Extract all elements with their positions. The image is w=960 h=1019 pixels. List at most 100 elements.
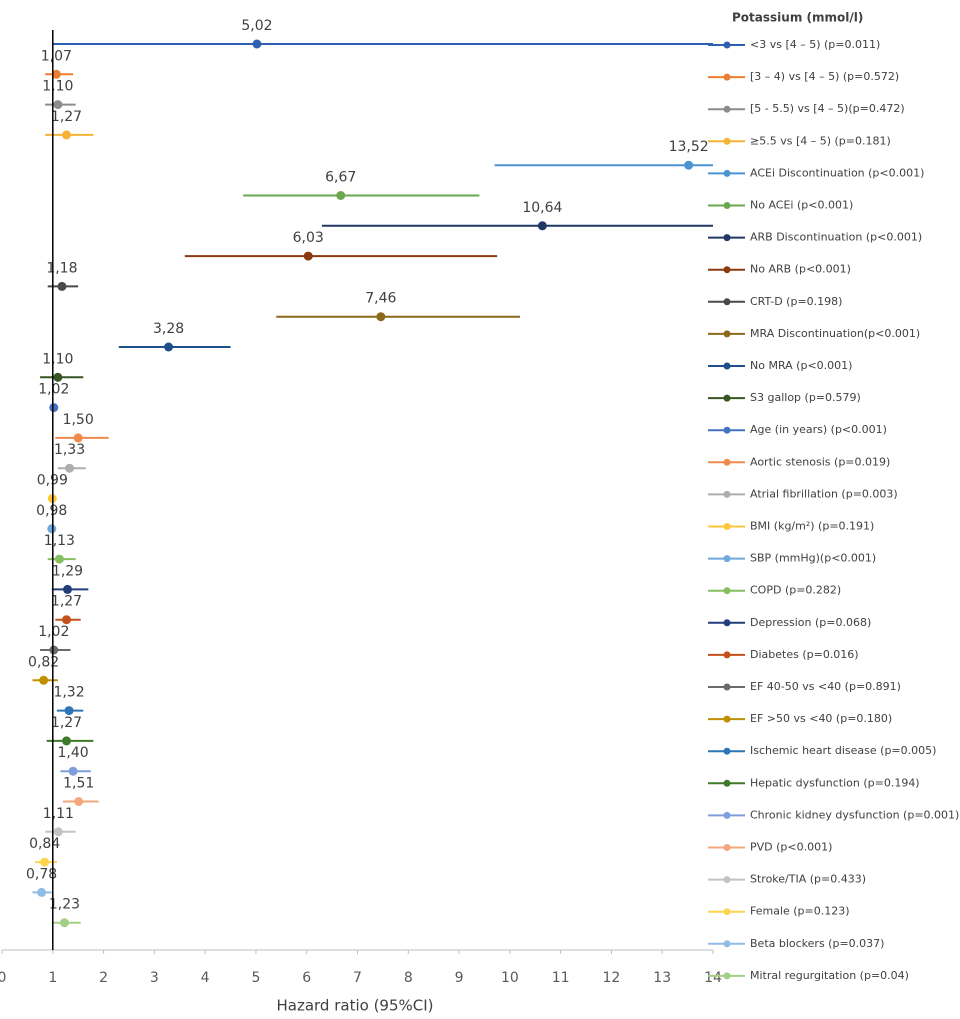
hr-point — [54, 554, 64, 564]
legend-marker — [723, 362, 731, 370]
legend-marker — [723, 426, 731, 434]
hr-point — [57, 281, 67, 291]
legend-marker — [723, 137, 731, 145]
legend-label: Beta blockers (p=0.037) — [750, 937, 884, 950]
legend-label: No ARB (p<0.001) — [750, 263, 851, 276]
legend-marker — [723, 940, 731, 948]
value-label: 1,27 — [51, 109, 82, 125]
legend-label: ≥5.5 vs [4 – 5) (p=0.181) — [750, 134, 891, 147]
legend-marker — [723, 73, 731, 81]
value-label: 13,52 — [669, 139, 709, 155]
legend-marker — [723, 844, 731, 851]
legend-label: Chronic kidney dysfunction (p=0.001) — [750, 808, 959, 821]
value-label: 0,82 — [28, 654, 59, 670]
value-label: 1,29 — [52, 563, 83, 579]
legend-label: MRA Discontinuation(p<0.001) — [750, 327, 920, 340]
value-label: 3,28 — [153, 321, 184, 337]
hr-point — [61, 130, 71, 140]
value-label: 0,98 — [36, 503, 67, 519]
value-label: 5,02 — [241, 18, 272, 34]
value-label: 1,27 — [51, 594, 82, 610]
value-label: 1,23 — [49, 897, 80, 913]
legend-label: CRT-D (p=0.198) — [750, 295, 842, 308]
x-tick-label: 4 — [201, 970, 210, 986]
value-label: 1,51 — [63, 776, 94, 792]
x-tick-label: 9 — [455, 970, 464, 986]
value-label: 10,64 — [522, 200, 562, 216]
legend-label: COPD (p=0.282) — [750, 584, 841, 597]
x-tick-label: 5 — [251, 970, 260, 986]
value-label: 1,40 — [58, 745, 89, 761]
legend-label: ACEi Discontinuation (p<0.001) — [750, 166, 924, 179]
legend-label: Depression (p=0.068) — [750, 616, 871, 629]
value-label: 1,27 — [51, 715, 82, 731]
legend-label: [3 – 4) vs [4 – 5) (p=0.572) — [750, 70, 899, 83]
legend-marker — [723, 972, 731, 980]
legend-marker — [723, 587, 731, 595]
value-label: 1,33 — [54, 442, 85, 458]
x-tick-label: 8 — [404, 970, 413, 986]
hr-point — [74, 797, 84, 806]
value-label: 1,32 — [53, 685, 84, 701]
hr-point — [164, 342, 174, 352]
x-tick-label: 7 — [353, 970, 362, 986]
legend-label: Atrial fibrillation (p=0.003) — [750, 487, 898, 500]
hr-point — [684, 160, 694, 170]
hr-point — [49, 403, 59, 413]
value-label: 1,50 — [63, 412, 94, 428]
legend-marker — [723, 811, 731, 819]
value-label: 6,03 — [293, 230, 324, 246]
hr-point — [537, 221, 547, 231]
legend-label: SBP (mmHg)(p<0.001) — [750, 552, 876, 565]
legend-label: Mitral regurgitation (p=0.04) — [750, 969, 909, 982]
value-label: 1,10 — [42, 351, 73, 367]
hr-point — [53, 100, 63, 110]
hr-point — [63, 584, 73, 594]
legend-marker — [723, 458, 731, 466]
legend-marker — [723, 619, 731, 627]
legend-marker — [723, 555, 731, 563]
value-label: 1,11 — [43, 806, 74, 822]
legend-label: Aortic stenosis (p=0.019) — [750, 455, 890, 468]
legend-marker — [723, 202, 731, 209]
legend-label: Ischemic heart disease (p=0.005) — [750, 744, 936, 757]
legend-marker — [723, 330, 731, 338]
legend-label: <3 vs [4 – 5) (p=0.011) — [750, 38, 880, 51]
legend-label: BMI (kg/m²) (p=0.191) — [750, 520, 874, 533]
value-label: 1,13 — [44, 533, 75, 549]
hr-point — [51, 69, 61, 79]
hr-point — [376, 312, 386, 322]
hr-point — [61, 615, 71, 625]
legend-label: Diabetes (p=0.016) — [750, 648, 859, 661]
hr-point — [73, 433, 83, 443]
legend-marker — [723, 683, 731, 691]
value-label: 1,02 — [38, 624, 69, 640]
hr-point — [65, 463, 75, 473]
legend-label: Female (p=0.123) — [750, 905, 850, 918]
hr-point — [37, 887, 47, 897]
hr-point — [53, 372, 63, 382]
x-tick-label: 14 — [704, 970, 722, 986]
legend-label: Hepatic dysfunction (p=0.194) — [750, 776, 920, 789]
x-tick-label: 13 — [653, 970, 671, 986]
legend-marker — [723, 779, 731, 787]
legend-label: ARB Discontinuation (p<0.001) — [750, 231, 922, 244]
legend-label: No ACEi (p<0.001) — [750, 199, 853, 212]
legend-marker — [723, 908, 731, 916]
x-axis-label: Hazard ratio (95%CI) — [276, 997, 433, 1015]
legend-label: Stroke/TIA (p=0.433) — [750, 873, 866, 886]
legend-marker — [723, 876, 731, 884]
hr-point — [303, 251, 313, 261]
legend-marker — [723, 266, 731, 274]
value-label: 0,78 — [26, 866, 57, 882]
hr-point — [40, 857, 50, 867]
legend-marker — [723, 651, 731, 659]
legend-title: Potassium (mmol/l) — [732, 11, 863, 25]
x-tick-label: 2 — [99, 970, 108, 986]
x-tick-label: 1 — [48, 970, 57, 986]
hr-point — [39, 675, 49, 685]
hr-point — [64, 706, 74, 716]
legend-marker — [723, 523, 731, 530]
hr-point — [252, 39, 262, 49]
